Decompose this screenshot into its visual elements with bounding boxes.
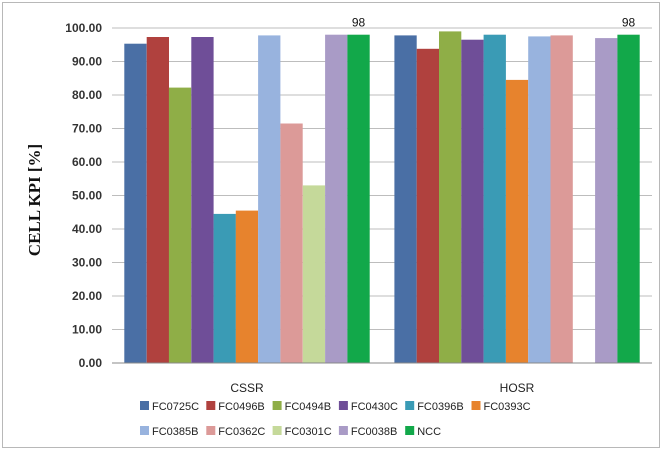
data-label: 98 <box>352 16 366 30</box>
bar-fc0396b-cssr <box>213 213 236 363</box>
y-tick-label: 20.00 <box>72 289 102 303</box>
bar-fc0385b-cssr <box>258 35 281 364</box>
legend-swatch <box>338 401 348 410</box>
bar-fc0494b-hosr <box>439 31 462 364</box>
x-axis-category-labels: CSSR HOSR <box>230 381 534 395</box>
bar-fc0396b-hosr <box>483 34 506 363</box>
legend-label: FC0362C <box>218 426 265 438</box>
data-label: 98 <box>622 16 636 30</box>
legend-label: FC0494B <box>285 401 331 413</box>
legend-item-fc0301c: FC0301C <box>272 426 332 438</box>
bar-fc0393c-hosr <box>505 79 529 364</box>
legend-label: FC0301C <box>285 426 332 438</box>
bar-fc0496b-hosr <box>416 48 439 364</box>
y-axis-label: CELL KPI [%] <box>25 144 44 256</box>
bar-fc0038b-cssr <box>325 34 348 363</box>
bar-fc0725c-hosr <box>394 35 417 364</box>
y-tick-label: 90.00 <box>72 55 102 69</box>
bar-fc0725c-cssr <box>124 43 147 363</box>
bar-fc0038b-hosr <box>595 38 618 363</box>
legend-swatch <box>140 426 149 435</box>
legend-item-fc0725c: FC0725C <box>140 401 199 413</box>
legend-item-fc0496b: FC0496B <box>206 401 265 413</box>
legend-item-fc0038b: FC0038B <box>338 426 397 438</box>
legend-item-fc0396b: FC0396B <box>405 401 464 413</box>
y-tick-label: 100.00 <box>65 21 102 35</box>
legend-swatch <box>206 401 216 410</box>
y-tick-label: 50.00 <box>72 189 102 203</box>
bar-fc0494b-cssr <box>168 87 192 363</box>
bar-fc0430c-hosr <box>461 39 484 363</box>
x-category-label: HOSR <box>500 381 535 395</box>
y-tick-label: 30.00 <box>72 256 102 270</box>
legend-swatch <box>140 401 149 410</box>
bar-fc0496b-cssr <box>146 37 169 363</box>
legend-swatch <box>405 426 415 435</box>
bar-fc0301c-cssr <box>302 185 326 363</box>
bars <box>124 31 640 364</box>
bar-fc0430c-cssr <box>191 37 214 363</box>
legend-swatch <box>471 401 481 410</box>
legend-label: FC0496B <box>218 401 264 413</box>
legend-item-fc0430c: FC0430C <box>338 401 398 413</box>
legend-swatch <box>405 401 415 410</box>
legend-label: FC0038B <box>351 426 397 438</box>
y-tick-label: 80.00 <box>72 88 102 102</box>
data-annotations: 98 98 <box>352 16 636 30</box>
bar-ncc-hosr <box>617 34 640 363</box>
legend-swatch <box>206 426 216 435</box>
legend-swatch <box>272 401 282 410</box>
bar-fc0362c-hosr <box>550 35 573 364</box>
y-tick-label: 10.00 <box>72 323 102 337</box>
legend-label: FC0385B <box>152 426 198 438</box>
y-tick-label: 70.00 <box>72 122 102 136</box>
x-category-label: CSSR <box>230 381 264 395</box>
legend-swatch <box>272 426 282 435</box>
legend-label: FC0430C <box>351 401 398 413</box>
bar-fc0362c-cssr <box>280 123 303 363</box>
legend-item-fc0393c: FC0393C <box>471 401 531 413</box>
y-tick-label: 60.00 <box>72 155 102 169</box>
legend-label: FC0725C <box>152 401 199 413</box>
legend-label: NCC <box>417 426 441 438</box>
legend-item-ncc: NCC <box>405 426 441 438</box>
legend-label: FC0396B <box>417 401 463 413</box>
y-axis-tick-labels: 0.00 10.00 20.00 30.00 40.00 50.00 60.00 70.00 8… <box>65 21 102 370</box>
bar-ncc-cssr <box>347 34 370 363</box>
legend-swatch <box>338 426 348 435</box>
legend: FC0725C FC0496B FC0494B FC0430C FC0396B FC039… <box>140 401 531 438</box>
legend-item-fc0385b: FC0385B <box>140 426 198 438</box>
y-tick-label: 40.00 <box>72 222 102 236</box>
bar-fc0385b-hosr <box>528 36 551 364</box>
legend-label: FC0393C <box>484 401 531 413</box>
legend-item-fc0494b: FC0494B <box>272 401 331 413</box>
y-tick-label: 0.00 <box>79 356 103 370</box>
bar-fc0393c-cssr <box>235 210 259 363</box>
legend-item-fc0362c: FC0362C <box>206 426 265 438</box>
